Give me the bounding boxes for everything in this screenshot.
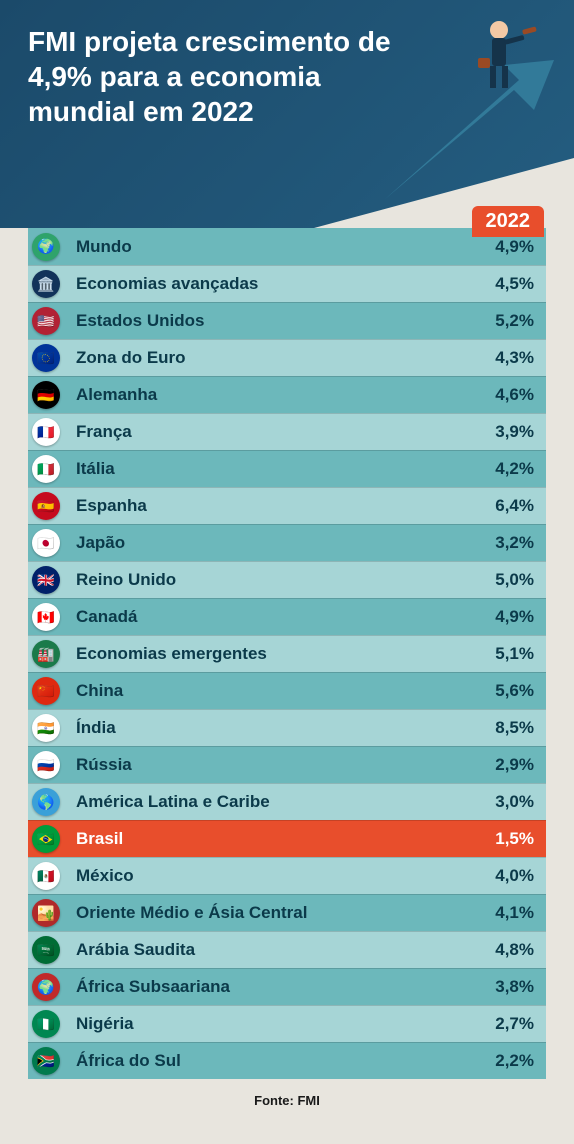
table-row: 🏜️ Oriente Médio e Ásia Central4,1% bbox=[28, 894, 546, 931]
flag-icon: 🇬🇧 bbox=[32, 566, 60, 594]
growth-value: 3,8% bbox=[495, 977, 534, 997]
growth-value: 4,2% bbox=[495, 459, 534, 479]
table-row: 🏛️ Economias avançadas4,5% bbox=[28, 265, 546, 302]
flag-icon: 🇪🇸 bbox=[32, 492, 60, 520]
table-row: 🌎 América Latina e Caribe3,0% bbox=[28, 783, 546, 820]
region-label: Oriente Médio e Ásia Central bbox=[76, 903, 495, 923]
table-row: 🇮🇳 Índia8,5% bbox=[28, 709, 546, 746]
growth-value: 5,6% bbox=[495, 681, 534, 701]
table-row: 🇫🇷 França3,9% bbox=[28, 413, 546, 450]
region-label: Rússia bbox=[76, 755, 495, 775]
table-row: 🇬🇧 Reino Unido5,0% bbox=[28, 561, 546, 598]
table-row: 🇨🇳 China5,6% bbox=[28, 672, 546, 709]
flag-icon: 🌎 bbox=[32, 788, 60, 816]
table-row: 🇪🇸 Espanha6,4% bbox=[28, 487, 546, 524]
region-label: Índia bbox=[76, 718, 495, 738]
source-footer: Fonte: FMI bbox=[0, 1093, 574, 1108]
growth-value: 3,0% bbox=[495, 792, 534, 812]
growth-value: 3,2% bbox=[495, 533, 534, 553]
hero-illustration bbox=[384, 10, 554, 200]
table-row: 🇮🇹 Itália4,2% bbox=[28, 450, 546, 487]
flag-icon: 🇨🇳 bbox=[32, 677, 60, 705]
flag-icon: 🇯🇵 bbox=[32, 529, 60, 557]
region-label: África Subsaariana bbox=[76, 977, 495, 997]
growth-value: 4,9% bbox=[495, 237, 534, 257]
growth-value: 4,5% bbox=[495, 274, 534, 294]
year-badge: 2022 bbox=[472, 206, 545, 237]
growth-table: 🌍Mundo4,9%🏛️Economias avançadas4,5%🇺🇸Est… bbox=[0, 228, 574, 1079]
growth-value: 4,3% bbox=[495, 348, 534, 368]
table-row: 🇳🇬 Nigéria2,7% bbox=[28, 1005, 546, 1042]
table-row: 🇪🇺 Zona do Euro4,3% bbox=[28, 339, 546, 376]
flag-icon: 🏭 bbox=[32, 640, 60, 668]
growth-value: 4,9% bbox=[495, 607, 534, 627]
page-title: FMI projeta crescimento de 4,9% para a e… bbox=[28, 24, 408, 129]
flag-icon: 🇩🇪 bbox=[32, 381, 60, 409]
region-label: México bbox=[76, 866, 495, 886]
growth-value: 2,2% bbox=[495, 1051, 534, 1071]
growth-value: 8,5% bbox=[495, 718, 534, 738]
table-row: 🇺🇸 Estados Unidos5,2% bbox=[28, 302, 546, 339]
flag-icon: 🇫🇷 bbox=[32, 418, 60, 446]
flag-icon: 🇷🇺 bbox=[32, 751, 60, 779]
growth-value: 1,5% bbox=[495, 829, 534, 849]
table-row: 🇧🇷 Brasil1,5% bbox=[28, 820, 546, 857]
region-label: África do Sul bbox=[76, 1051, 495, 1071]
table-row: 🇸🇦 Arábia Saudita4,8% bbox=[28, 931, 546, 968]
flag-icon: 🌍 bbox=[32, 973, 60, 1001]
region-label: Reino Unido bbox=[76, 570, 495, 590]
region-label: França bbox=[76, 422, 495, 442]
region-label: Zona do Euro bbox=[76, 348, 495, 368]
growth-value: 5,0% bbox=[495, 570, 534, 590]
region-label: Nigéria bbox=[76, 1014, 495, 1034]
growth-value: 5,1% bbox=[495, 644, 534, 664]
flag-icon: 🇮🇹 bbox=[32, 455, 60, 483]
flag-icon: 🏛️ bbox=[32, 270, 60, 298]
region-label: Canadá bbox=[76, 607, 495, 627]
flag-icon: 🇪🇺 bbox=[32, 344, 60, 372]
region-label: Japão bbox=[76, 533, 495, 553]
flag-icon: 🇧🇷 bbox=[32, 825, 60, 853]
table-row: 🇲🇽 México4,0% bbox=[28, 857, 546, 894]
table-row: 🇿🇦 África do Sul2,2% bbox=[28, 1042, 546, 1079]
growth-value: 4,8% bbox=[495, 940, 534, 960]
growth-value: 2,7% bbox=[495, 1014, 534, 1034]
table-row: 🇷🇺 Rússia2,9% bbox=[28, 746, 546, 783]
growth-value: 6,4% bbox=[495, 496, 534, 516]
growth-value: 4,6% bbox=[495, 385, 534, 405]
region-label: Brasil bbox=[76, 829, 495, 849]
region-label: China bbox=[76, 681, 495, 701]
region-label: Itália bbox=[76, 459, 495, 479]
table-row: 🇯🇵 Japão3,2% bbox=[28, 524, 546, 561]
region-label: Arábia Saudita bbox=[76, 940, 495, 960]
region-label: Economias emergentes bbox=[76, 644, 495, 664]
region-label: Espanha bbox=[76, 496, 495, 516]
table-row: 🌍 África Subsaariana3,8% bbox=[28, 968, 546, 1005]
table-row: 🇨🇦 Canadá4,9% bbox=[28, 598, 546, 635]
growth-value: 2,9% bbox=[495, 755, 534, 775]
header: FMI projeta crescimento de 4,9% para a e… bbox=[0, 0, 574, 228]
flag-icon: 🇳🇬 bbox=[32, 1010, 60, 1038]
growth-value: 4,0% bbox=[495, 866, 534, 886]
table-row: 🇩🇪 Alemanha4,6% bbox=[28, 376, 546, 413]
flag-icon: 🇿🇦 bbox=[32, 1047, 60, 1075]
flag-icon: 🇸🇦 bbox=[32, 936, 60, 964]
table-row: 🌍 Mundo4,9% bbox=[28, 228, 546, 265]
growth-value: 4,1% bbox=[495, 903, 534, 923]
flag-icon: 🇲🇽 bbox=[32, 862, 60, 890]
flag-icon: 🏜️ bbox=[32, 899, 60, 927]
flag-icon: 🇨🇦 bbox=[32, 603, 60, 631]
region-label: Mundo bbox=[76, 237, 495, 257]
region-label: Alemanha bbox=[76, 385, 495, 405]
growth-value: 3,9% bbox=[495, 422, 534, 442]
flag-icon: 🌍 bbox=[32, 233, 60, 261]
table-row: 🏭 Economias emergentes5,1% bbox=[28, 635, 546, 672]
region-label: América Latina e Caribe bbox=[76, 792, 495, 812]
growth-value: 5,2% bbox=[495, 311, 534, 331]
flag-icon: 🇺🇸 bbox=[32, 307, 60, 335]
flag-icon: 🇮🇳 bbox=[32, 714, 60, 742]
region-label: Estados Unidos bbox=[76, 311, 495, 331]
region-label: Economias avançadas bbox=[76, 274, 495, 294]
